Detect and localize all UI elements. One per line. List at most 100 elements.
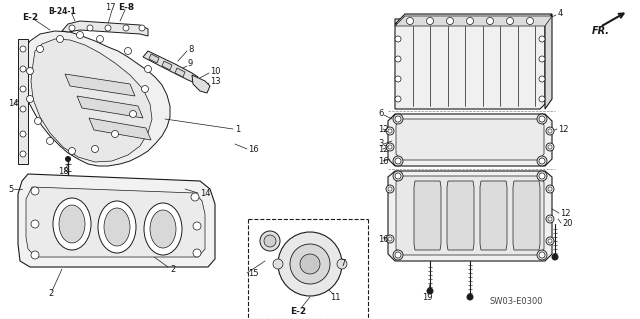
Circle shape <box>290 244 330 284</box>
Circle shape <box>56 35 63 42</box>
Circle shape <box>393 250 403 260</box>
Circle shape <box>31 251 39 259</box>
Polygon shape <box>395 19 545 109</box>
Circle shape <box>260 231 280 251</box>
Circle shape <box>20 66 26 72</box>
Polygon shape <box>396 119 544 160</box>
Polygon shape <box>447 181 474 250</box>
Circle shape <box>47 137 54 145</box>
Circle shape <box>388 187 392 191</box>
Circle shape <box>537 114 547 124</box>
Polygon shape <box>18 174 215 267</box>
Circle shape <box>546 237 554 245</box>
Circle shape <box>539 158 545 164</box>
Text: 1: 1 <box>235 124 240 133</box>
Polygon shape <box>143 51 198 83</box>
Polygon shape <box>396 176 544 255</box>
Circle shape <box>546 143 554 151</box>
Circle shape <box>552 254 558 260</box>
Circle shape <box>537 171 547 181</box>
Circle shape <box>386 127 394 135</box>
Circle shape <box>20 86 26 92</box>
Ellipse shape <box>98 201 136 253</box>
Circle shape <box>105 25 111 31</box>
Circle shape <box>386 143 394 151</box>
Circle shape <box>26 95 33 102</box>
Circle shape <box>123 25 129 31</box>
Text: 13: 13 <box>210 77 221 85</box>
Circle shape <box>388 129 392 133</box>
Circle shape <box>537 156 547 166</box>
Circle shape <box>65 157 70 161</box>
Circle shape <box>546 127 554 135</box>
Circle shape <box>393 156 403 166</box>
Text: 17: 17 <box>105 3 116 11</box>
Text: 16: 16 <box>248 145 259 153</box>
Circle shape <box>393 171 403 181</box>
Circle shape <box>20 131 26 137</box>
Circle shape <box>26 68 33 75</box>
Circle shape <box>539 56 545 62</box>
Polygon shape <box>175 68 185 77</box>
Circle shape <box>273 259 283 269</box>
Text: 12: 12 <box>560 210 570 219</box>
Circle shape <box>486 18 493 25</box>
Polygon shape <box>77 96 143 118</box>
Circle shape <box>31 187 39 195</box>
Circle shape <box>406 18 413 25</box>
Circle shape <box>386 185 394 193</box>
Polygon shape <box>65 74 135 96</box>
Circle shape <box>395 158 401 164</box>
Text: 19: 19 <box>422 293 433 301</box>
Circle shape <box>537 250 547 260</box>
Circle shape <box>539 116 545 122</box>
Circle shape <box>546 215 554 223</box>
Circle shape <box>77 32 83 39</box>
Polygon shape <box>388 114 552 166</box>
Circle shape <box>69 25 75 31</box>
Text: 8: 8 <box>188 44 193 54</box>
Circle shape <box>395 116 401 122</box>
Circle shape <box>548 239 552 243</box>
Text: 6: 6 <box>378 109 383 118</box>
Text: 16: 16 <box>378 234 388 243</box>
Circle shape <box>395 76 401 82</box>
Polygon shape <box>31 39 152 162</box>
Text: 14: 14 <box>200 189 211 198</box>
Polygon shape <box>480 181 507 250</box>
Circle shape <box>386 235 394 243</box>
Text: E-2: E-2 <box>290 307 306 315</box>
Text: 18: 18 <box>58 167 68 175</box>
Text: E-8: E-8 <box>118 3 134 11</box>
Circle shape <box>388 145 392 149</box>
Polygon shape <box>388 171 552 261</box>
Circle shape <box>467 294 473 300</box>
Polygon shape <box>89 118 151 140</box>
Circle shape <box>31 220 39 228</box>
Circle shape <box>92 145 99 152</box>
Circle shape <box>527 18 534 25</box>
Circle shape <box>20 106 26 112</box>
Circle shape <box>539 76 545 82</box>
Polygon shape <box>162 61 172 70</box>
Circle shape <box>20 46 26 52</box>
Polygon shape <box>192 75 210 93</box>
Text: 12: 12 <box>558 124 568 133</box>
Circle shape <box>539 36 545 42</box>
Circle shape <box>427 288 433 294</box>
Circle shape <box>193 222 201 230</box>
Circle shape <box>191 193 199 201</box>
Text: 4: 4 <box>558 10 563 19</box>
Circle shape <box>395 252 401 258</box>
Circle shape <box>539 96 545 102</box>
Circle shape <box>337 259 347 269</box>
Text: 11: 11 <box>330 293 340 301</box>
Text: 12: 12 <box>378 124 388 133</box>
Circle shape <box>395 56 401 62</box>
Circle shape <box>129 110 136 117</box>
Circle shape <box>278 232 342 296</box>
Circle shape <box>506 18 513 25</box>
Text: 2: 2 <box>170 264 175 273</box>
Circle shape <box>467 18 474 25</box>
Text: 20: 20 <box>562 219 573 228</box>
